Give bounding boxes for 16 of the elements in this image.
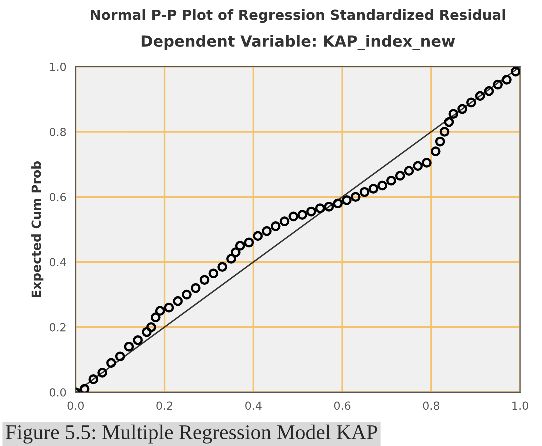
x-tick-label: 0.0 bbox=[68, 402, 84, 410]
y-tick-label: 0.0 bbox=[50, 388, 66, 397]
y-tick-label: 1.0 bbox=[50, 62, 66, 72]
y-axis-title: Expected Cum Prob bbox=[32, 162, 44, 298]
y-tick-label: 0.6 bbox=[50, 193, 66, 202]
chart-title: Normal P-P Plot of Regression Standardized Residual bbox=[91, 10, 506, 24]
y-tick-label: 0.2 bbox=[50, 323, 66, 332]
x-tick-label: 0.6 bbox=[334, 402, 351, 410]
caption: Figure 5.5: Multiple Regression Model KAP bbox=[6, 424, 378, 444]
x-tick-label: 0.8 bbox=[423, 402, 440, 410]
chart-subtitle: Dependent Variable: KAP_index_new bbox=[142, 35, 456, 50]
y-tick-label: 0.4 bbox=[50, 258, 66, 267]
x-tick-label: 0.4 bbox=[246, 402, 262, 410]
x-tick-label: 1.0 bbox=[512, 402, 528, 410]
y-tick-label: 0.8 bbox=[50, 128, 66, 136]
x-tick-label: 0.2 bbox=[156, 402, 172, 410]
